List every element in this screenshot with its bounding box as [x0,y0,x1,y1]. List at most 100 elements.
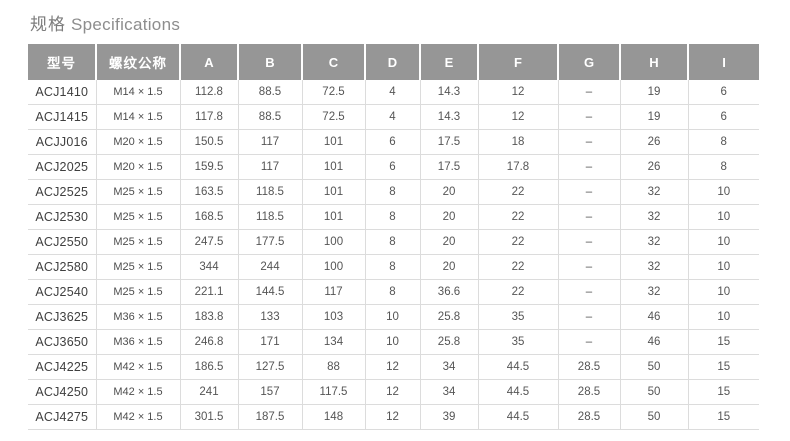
cell-value: 44.5 [478,404,559,430]
cell-model: ACJ2025 [28,154,97,180]
cell-value: 127.5 [238,354,303,380]
cell-value: 20 [420,254,479,280]
cell-value: 183.8 [180,304,239,330]
table-row: ACJ2530 M25 × 1.5 168.5 118.5 101 8 20 22–32 10 [28,204,759,230]
cell-value: – [558,304,621,330]
cell-thread: M25 × 1.5 [96,204,181,230]
cell-value: 171 [238,329,303,355]
cell-value: 15 [688,404,759,430]
cell-value: 50 [620,404,689,430]
table-header: 型号 螺纹公称 A B C D E F G H I [28,44,759,80]
cell-value: 187.5 [238,404,303,430]
cell-value: 246.8 [180,329,239,355]
cell-value: 117 [302,279,366,305]
cell-value: 247.5 [180,229,239,255]
cell-value: 101 [302,204,366,230]
table-row: ACJ3650 M36 × 1.5 246.8 171 134 10 25.8 35–46 15 [28,329,759,355]
cell-value: 22 [478,229,559,255]
cell-value: 100 [302,229,366,255]
cell-value: 32 [620,229,689,255]
cell-model: ACJ2540 [28,279,97,305]
cell-value: 117 [238,154,303,180]
cell-value: 8 [365,254,421,280]
cell-value: 6 [688,104,759,130]
cell-value: 12 [365,354,421,380]
cell-value: 28.5 [558,404,621,430]
cell-value: 32 [620,204,689,230]
cell-value: 88.5 [238,80,303,105]
cell-value: 157 [238,379,303,405]
cell-value: 6 [365,129,421,155]
cell-value: 159.5 [180,154,239,180]
cell-value: 34 [420,379,479,405]
cell-value: 72.5 [302,104,366,130]
cell-value: 6 [688,80,759,105]
page-title-cn: 规格 [30,15,66,34]
cell-thread: M25 × 1.5 [96,254,181,280]
table-row: ACJ2025 M20 × 1.5 159.5 117 101 6 17.5 17.8–26 8 [28,154,759,180]
cell-value: 20 [420,204,479,230]
cell-value: 118.5 [238,204,303,230]
cell-value: 177.5 [238,229,303,255]
table-row: ACJ3625 M36 × 1.5 183.8 133 103 10 25.8 35–46 10 [28,304,759,330]
cell-value: 32 [620,279,689,305]
cell-value: 12 [365,379,421,405]
cell-thread: M42 × 1.5 [96,354,181,380]
cell-value: – [558,104,621,130]
cell-value: 8 [365,179,421,205]
column-header-h: H [620,44,689,80]
cell-value: 150.5 [180,129,239,155]
table-row: ACJ1410 M14 × 1.5 112.8 88.5 72.5 4 14.3 12–19 6 [28,80,759,105]
cell-thread: M25 × 1.5 [96,229,181,255]
column-header-model: 型号 [28,44,97,80]
cell-value: 19 [620,104,689,130]
cell-value: 17.5 [420,129,479,155]
cell-value: 241 [180,379,239,405]
cell-value: 46 [620,304,689,330]
cell-value: 163.5 [180,179,239,205]
cell-value: 117.5 [302,379,366,405]
table-row: ACJ2550 M25 × 1.5 247.5 177.5 100 8 20 22–32 10 [28,229,759,255]
cell-value: 44.5 [478,354,559,380]
cell-value: 117 [238,129,303,155]
cell-value: – [558,80,621,105]
cell-value: 26 [620,154,689,180]
cell-value: 22 [478,204,559,230]
cell-model: ACJJ016 [28,129,97,155]
specifications-table-wrapper: 型号 螺纹公称 A B C D E F G H I ACJ1410 M14 × 1… [28,44,759,430]
cell-value: – [558,279,621,305]
cell-value: 28.5 [558,354,621,380]
cell-value: 14.3 [420,80,479,105]
specifications-table: 型号 螺纹公称 A B C D E F G H I ACJ1410 M14 × 1… [28,44,759,430]
cell-model: ACJ2525 [28,179,97,205]
column-header-c: C [302,44,366,80]
cell-value: – [558,179,621,205]
cell-value: 19 [620,80,689,105]
cell-value: 15 [688,379,759,405]
cell-value: 28.5 [558,379,621,405]
cell-value: 8 [365,229,421,255]
table-row: ACJ2525 M25 × 1.5 163.5 118.5 101 8 20 22–32 10 [28,179,759,205]
cell-value: 12 [478,80,559,105]
cell-value: 10 [688,304,759,330]
cell-value: 8 [688,129,759,155]
cell-value: 10 [688,179,759,205]
cell-value: 18 [478,129,559,155]
cell-value: 88 [302,354,366,380]
table-row: ACJ4225 M42 × 1.5 186.5 127.5 88 12 34 44.5 28.5… [28,354,759,380]
cell-value: 101 [302,154,366,180]
cell-value: 101 [302,129,366,155]
cell-value: 26 [620,129,689,155]
cell-value: 100 [302,254,366,280]
cell-model: ACJ3650 [28,329,97,355]
cell-value: 36.6 [420,279,479,305]
page-title-en: Specifications [71,15,181,34]
column-header-b: B [238,44,303,80]
cell-value: 103 [302,304,366,330]
cell-value: 17.5 [420,154,479,180]
cell-model: ACJ2550 [28,229,97,255]
cell-value: 8 [688,154,759,180]
cell-thread: M25 × 1.5 [96,179,181,205]
cell-thread: M14 × 1.5 [96,80,181,105]
cell-value: 117.8 [180,104,239,130]
